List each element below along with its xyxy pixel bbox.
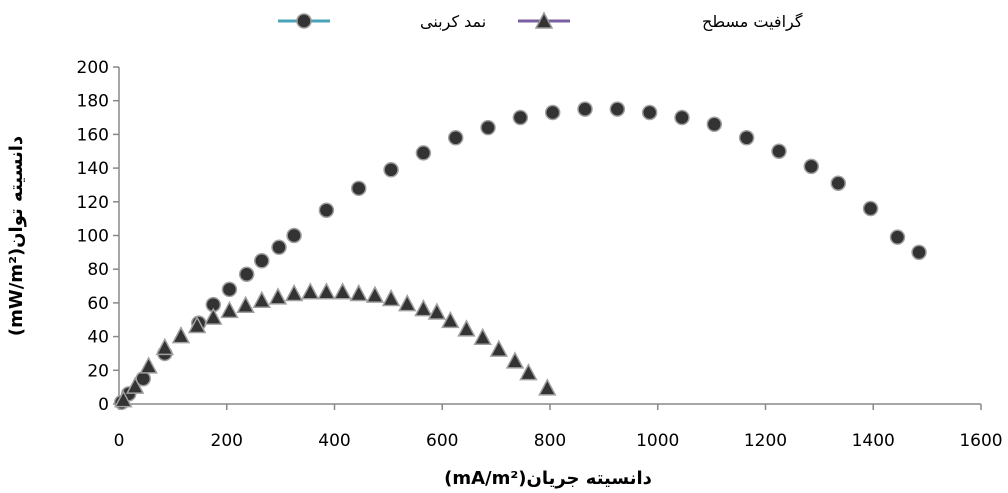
data-point-series-2 (236, 295, 255, 314)
data-point-series-1 (238, 266, 255, 283)
x-tick-label: 800 (534, 431, 566, 451)
legend-label-series-1: نمد کربنی (420, 12, 486, 32)
data-point-series-1 (577, 101, 593, 117)
data-point-series-2 (268, 287, 288, 305)
data-point-series-2 (538, 378, 557, 396)
data-point-series-1 (803, 158, 820, 175)
series-2-points (114, 282, 557, 408)
data-point-series-1 (383, 162, 399, 178)
data-point-series-1 (286, 227, 302, 244)
x-tick-label: 1000 (636, 431, 679, 451)
y-tick-label: 100 (77, 227, 109, 247)
data-point-series-2 (114, 390, 133, 408)
x-tick-label: 0 (114, 431, 125, 451)
y-tick-label: 140 (77, 159, 109, 179)
data-point-series-1 (318, 202, 335, 218)
data-point-series-1 (350, 180, 367, 197)
data-point-series-2 (519, 363, 538, 381)
data-point-series-2 (427, 302, 447, 320)
data-point-series-2 (317, 282, 336, 300)
y-axis-ticks: 0 20 40 60 80 100 120 140 160 180 200 (77, 58, 119, 415)
x-axis-ticks: 0 200 400 600 800 1000 1200 1400 1600 (114, 404, 1003, 451)
data-point-series-2 (284, 283, 304, 302)
data-point-series-2 (155, 337, 175, 356)
x-axis-title: دانسیته جریان(mA/m²) (444, 468, 652, 489)
legend-item-series-1: نمد کربنی (278, 12, 486, 32)
data-point-series-2 (381, 288, 401, 307)
data-point-series-1 (771, 143, 787, 159)
y-tick-label: 40 (87, 328, 109, 348)
y-tick-label: 160 (77, 125, 109, 145)
data-point-series-1 (911, 244, 927, 261)
data-point-series-2 (125, 376, 145, 394)
data-point-series-1 (544, 104, 561, 121)
data-point-series-2 (252, 290, 272, 308)
legend: نمد کربنی گرافیت مسطح (278, 11, 803, 32)
data-point-series-2 (441, 310, 460, 329)
legend-label-series-2: گرافیت مسطح (702, 12, 803, 32)
x-tick-label: 400 (318, 431, 350, 451)
data-point-series-1 (609, 101, 626, 117)
data-point-series-2 (301, 282, 320, 300)
x-tick-label: 600 (426, 431, 458, 451)
data-point-series-1 (738, 130, 755, 146)
legend-marker-series-1 (296, 13, 312, 29)
data-point-series-2 (397, 293, 417, 312)
data-point-series-2 (349, 283, 368, 302)
data-point-series-2 (414, 299, 433, 317)
data-point-series-1 (221, 281, 238, 298)
data-point-series-1 (512, 109, 529, 126)
x-tick-label: 200 (211, 431, 243, 451)
data-point-series-1 (674, 109, 690, 126)
y-axis-title: دانسیته توان(mW/m²) (6, 136, 27, 336)
x-tick-label: 1400 (852, 431, 895, 451)
data-point-series-1 (830, 175, 846, 192)
data-point-series-2 (204, 307, 223, 325)
x-tick-label: 1200 (744, 431, 787, 451)
y-tick-label: 0 (98, 395, 109, 415)
data-point-series-2 (473, 327, 492, 346)
data-point-series-2 (187, 315, 207, 334)
data-point-series-2 (365, 285, 385, 303)
y-tick-label: 60 (87, 294, 109, 314)
data-point-series-1 (415, 145, 432, 161)
data-point-series-1 (641, 104, 658, 121)
data-point-series-2 (139, 356, 158, 374)
data-point-series-2 (457, 319, 476, 337)
data-point-series-1 (271, 239, 287, 256)
y-tick-label: 80 (87, 260, 109, 280)
data-point-series-2 (333, 282, 352, 300)
y-tick-label: 120 (77, 193, 109, 213)
data-point-series-1 (480, 119, 496, 136)
data-point-series-2 (505, 351, 525, 369)
x-tick-label: 1600 (959, 431, 1002, 451)
y-tick-label: 180 (77, 92, 109, 112)
data-point-series-2 (489, 339, 509, 357)
legend-marker-series-2 (534, 11, 554, 29)
data-point-series-1 (889, 229, 906, 245)
data-point-series-1 (706, 116, 723, 133)
series-1-points (113, 101, 927, 411)
data-point-series-2 (220, 300, 239, 319)
data-point-series-1 (447, 130, 464, 146)
legend-item-series-2: گرافیت مسطح (518, 11, 803, 32)
data-point-series-2 (171, 326, 191, 344)
y-tick-label: 200 (77, 58, 109, 78)
y-tick-label: 20 (87, 361, 109, 381)
data-point-series-1 (254, 253, 270, 269)
data-point-series-1 (862, 200, 879, 217)
